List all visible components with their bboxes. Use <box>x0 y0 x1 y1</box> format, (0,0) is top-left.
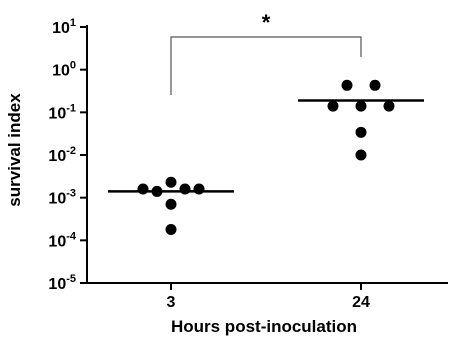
y-tick-label: 10-1 <box>48 102 76 122</box>
y-tick-label: 10-5 <box>48 273 76 293</box>
y-tick-label: 101 <box>52 17 76 37</box>
data-point <box>193 183 205 195</box>
data-point <box>165 223 177 235</box>
y-axis-label: survival index <box>5 93 24 207</box>
data-point <box>341 79 353 91</box>
data-point <box>369 79 381 91</box>
data-point <box>137 183 149 195</box>
data-point <box>355 149 367 161</box>
significance-label: * <box>262 10 271 35</box>
data-marks <box>108 79 424 235</box>
data-point <box>165 198 177 210</box>
significance-annotation: * <box>170 10 362 95</box>
x-tick-label: 3 <box>167 294 176 311</box>
data-point <box>383 100 395 112</box>
significance-bracket <box>170 36 362 95</box>
x-axis: 3 24 <box>86 282 448 311</box>
data-point <box>327 100 339 112</box>
data-point <box>165 176 177 188</box>
y-axis: 101 100 10-1 10-2 10-3 10-4 10-5 <box>48 17 88 293</box>
x-axis-label: Hours post-inoculation <box>171 317 357 336</box>
data-point <box>355 126 367 138</box>
y-tick-label: 10-3 <box>48 188 76 208</box>
data-point <box>179 183 191 195</box>
y-tick-label: 100 <box>52 60 76 80</box>
y-tick-label: 10-4 <box>48 230 76 250</box>
y-tick-label: 10-2 <box>48 145 76 165</box>
data-point <box>355 100 367 112</box>
x-tick-label: 24 <box>352 294 370 311</box>
